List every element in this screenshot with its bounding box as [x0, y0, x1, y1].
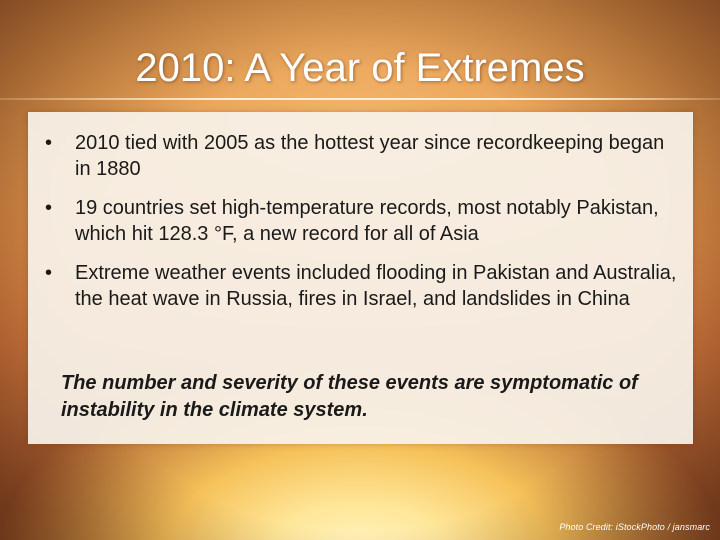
- slide-title: 2010: A Year of Extremes: [135, 46, 585, 90]
- title-underline-divider: [0, 98, 720, 100]
- emphasis-statement: The number and severity of these events …: [61, 372, 638, 421]
- bullet-dot-icon: •: [45, 262, 53, 284]
- photo-credit: Photo Credit: iStockPhoto / jansmarc: [559, 522, 710, 532]
- bullet-text: Extreme weather events included flooding…: [75, 262, 677, 310]
- bullet-dot-icon: •: [45, 197, 53, 219]
- bullet-item-extreme-weather: • Extreme weather events included floodi…: [45, 260, 685, 312]
- bullet-item-temperature-records: • 19 countries set high-temperature reco…: [45, 195, 685, 247]
- bullet-dot-icon: •: [45, 132, 53, 154]
- bullet-text: 2010 tied with 2005 as the hottest year …: [75, 132, 665, 180]
- bullet-text: 19 countries set high-temperature record…: [75, 197, 659, 245]
- bullet-item-hottest-year: • 2010 tied with 2005 as the hottest yea…: [45, 130, 685, 182]
- content-panel: [28, 112, 693, 444]
- bullet-list: • 2010 tied with 2005 as the hottest yea…: [45, 130, 685, 325]
